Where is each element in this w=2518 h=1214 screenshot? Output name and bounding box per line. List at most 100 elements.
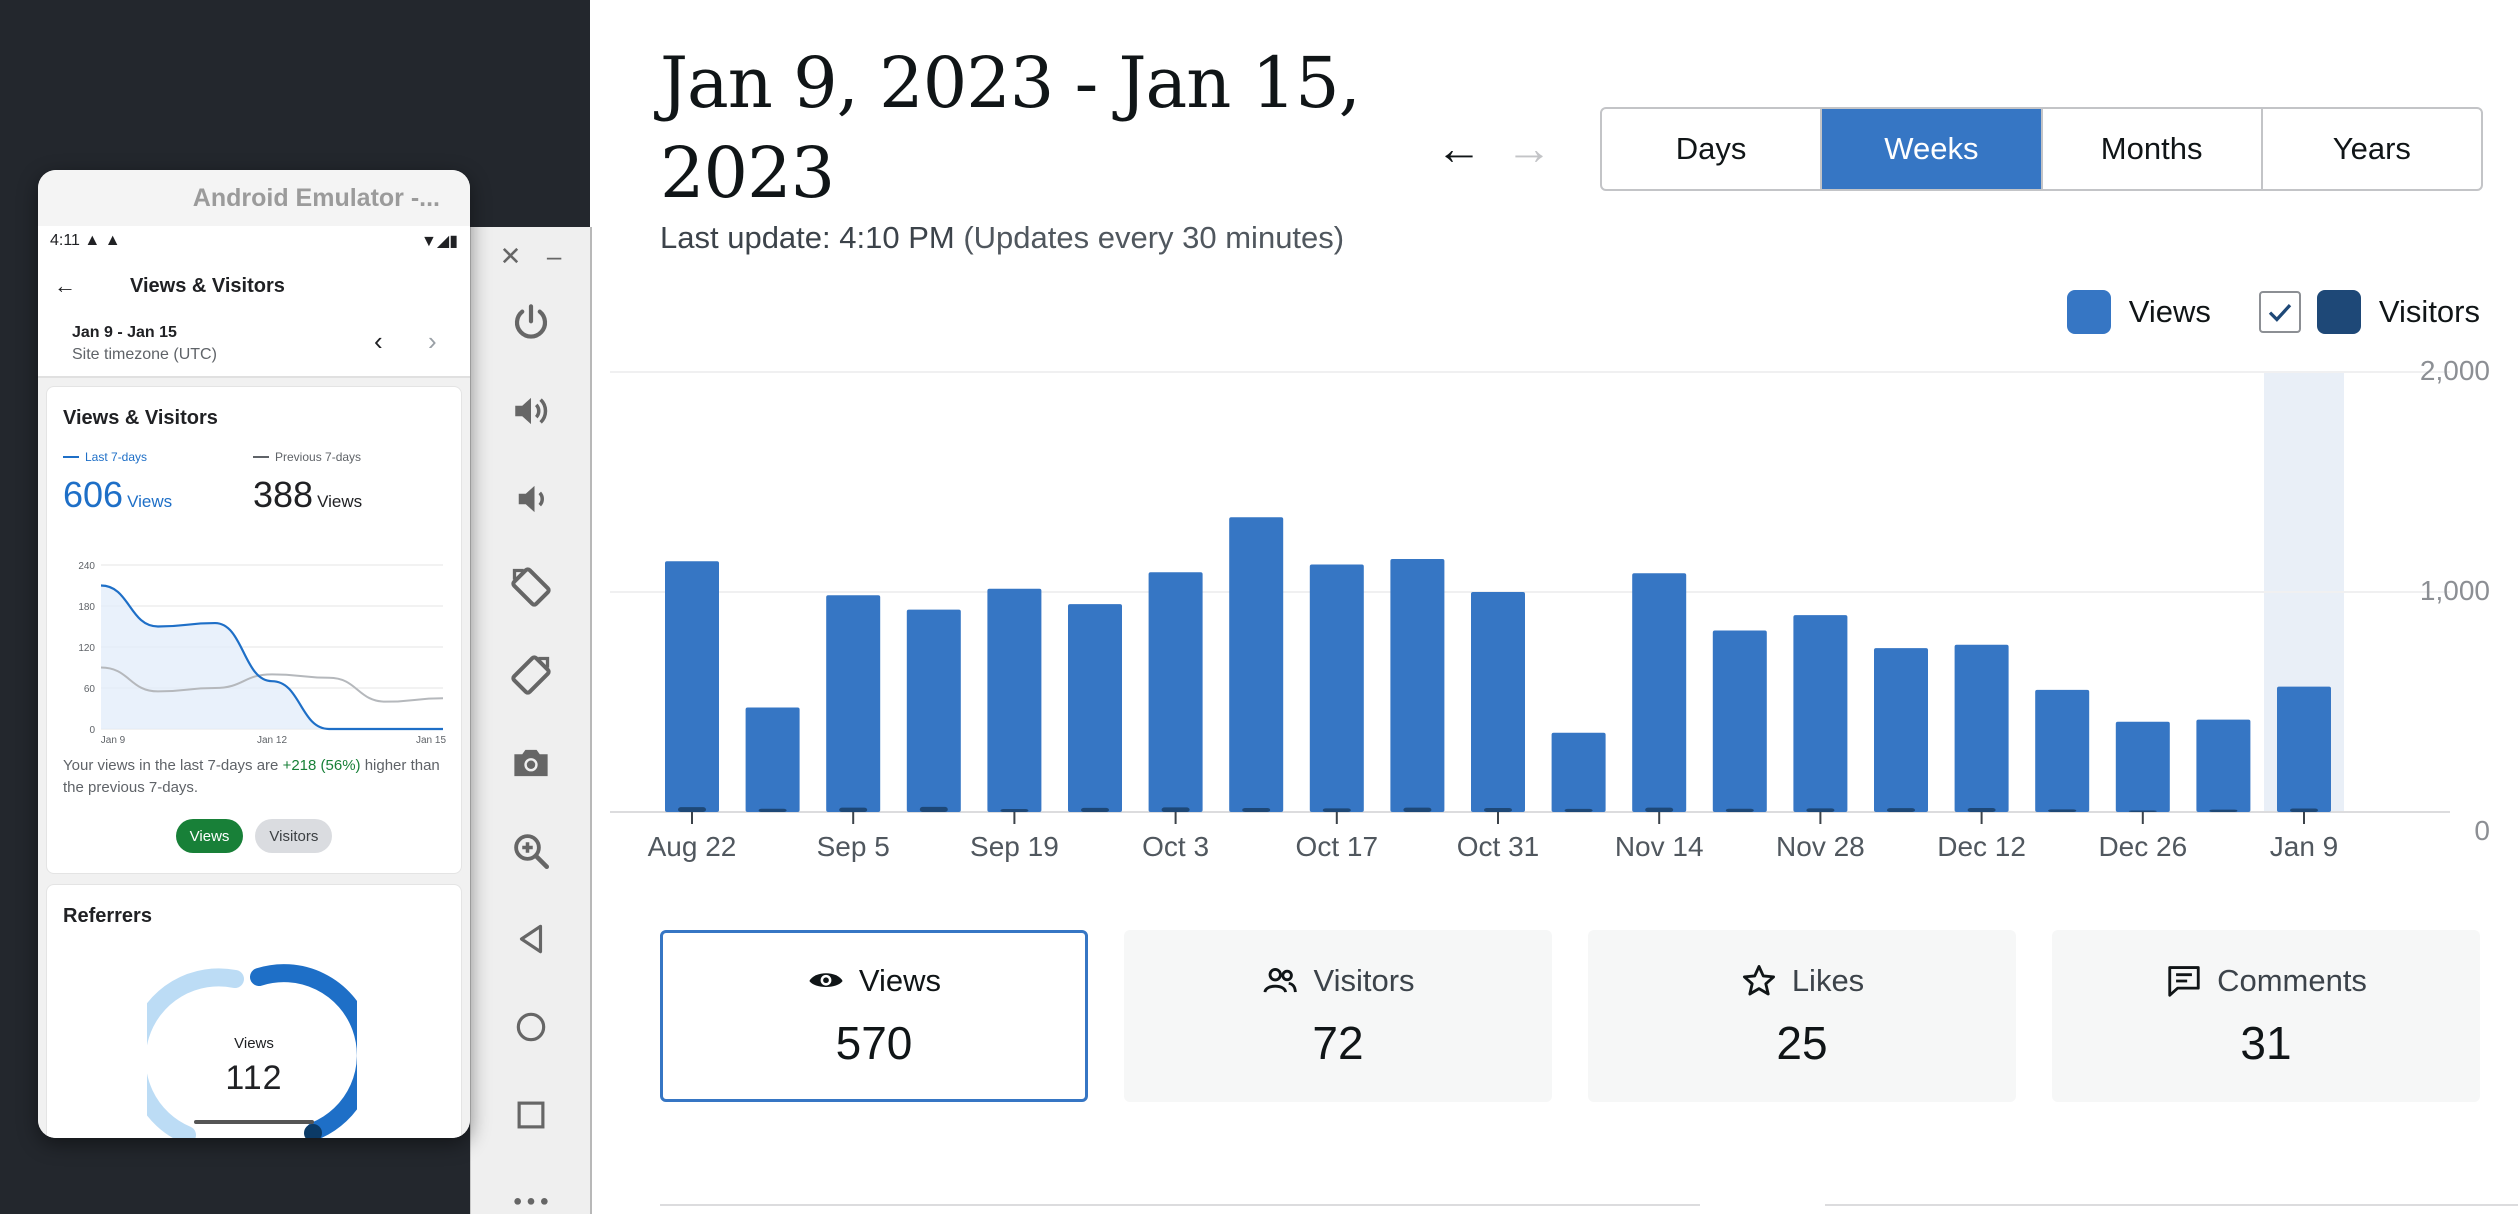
camera-icon[interactable] xyxy=(505,737,557,789)
views-visitors-card: Views & Visitors Last 7-days Previous 7-… xyxy=(46,386,462,874)
visitors-bar[interactable] xyxy=(1484,808,1512,812)
views-bar[interactable] xyxy=(745,707,800,813)
views-bar[interactable] xyxy=(1068,604,1122,812)
visitors-bar[interactable] xyxy=(1242,808,1271,812)
x-tick-label: Jan 9 xyxy=(2270,831,2339,862)
comments-card[interactable]: Comments 31 xyxy=(2052,930,2480,1102)
visitors-card-label-row: Visitors xyxy=(1261,962,1415,1000)
mini-x-tick: Jan 9 xyxy=(101,735,126,746)
views-bar[interactable] xyxy=(1148,572,1203,812)
tab-days[interactable]: Days xyxy=(1602,109,1823,189)
visitors-bar[interactable] xyxy=(1000,808,1029,812)
chevron-left-icon[interactable]: ‹ xyxy=(374,326,383,356)
minimize-icon[interactable]: – xyxy=(546,241,562,271)
views-bar[interactable] xyxy=(2115,721,2170,812)
visitors-bar[interactable] xyxy=(2128,810,2157,812)
views-comparison: 606 Views 388 Views xyxy=(63,474,461,516)
visitors-bar[interactable] xyxy=(839,807,868,812)
date-range-header: Jan 9 - Jan 15 Site timezone (UTC) ‹ › xyxy=(38,316,470,378)
visitors-pill[interactable]: Visitors xyxy=(255,819,333,853)
volume-up-icon[interactable] xyxy=(505,385,557,437)
views-bar[interactable] xyxy=(826,595,881,812)
x-tick-label: Oct 31 xyxy=(1457,831,1539,862)
comment-icon xyxy=(2168,966,2200,997)
views-bar[interactable] xyxy=(2277,686,2331,812)
views-bar[interactable] xyxy=(1632,573,1687,812)
next-period-icon[interactable]: → xyxy=(1506,122,1552,174)
visitors-bar[interactable] xyxy=(1161,807,1190,812)
tab-weeks[interactable]: Weeks xyxy=(1822,109,2043,189)
visitors-bar[interactable] xyxy=(1887,808,1915,812)
visitors-bar[interactable] xyxy=(2209,809,2238,812)
back-arrow-icon[interactable]: ← xyxy=(54,273,76,298)
chevron-right-icon[interactable]: › xyxy=(428,326,437,356)
visitors-bar[interactable] xyxy=(1645,807,1674,812)
rotate-right-icon[interactable] xyxy=(505,649,557,701)
visitors-bar[interactable] xyxy=(678,807,706,812)
rotate-left-icon[interactable] xyxy=(505,561,557,613)
visitors-checkbox[interactable] xyxy=(2258,291,2301,333)
views-bar[interactable] xyxy=(1309,564,1364,813)
views-bar[interactable] xyxy=(1229,517,1284,812)
previous-views-value: 388 xyxy=(253,474,314,515)
signal-battery-icon: ▼◢▮ xyxy=(421,233,458,250)
referrers-gauge xyxy=(147,964,357,1138)
views-bar[interactable] xyxy=(665,561,719,812)
more-icon[interactable] xyxy=(505,1172,557,1214)
back-triangle-icon[interactable] xyxy=(505,913,557,965)
views-bar[interactable] xyxy=(1874,648,1928,812)
emulator-toolbar: ✕ – xyxy=(470,227,592,1214)
comparison-description: Your views in the last 7-days are +218 (… xyxy=(63,755,443,799)
previous-period-icon[interactable]: ← xyxy=(1436,122,1482,174)
zoom-icon[interactable] xyxy=(505,825,557,877)
visitors-bar[interactable] xyxy=(2048,809,2077,812)
tab-months[interactable]: Months xyxy=(2043,109,2263,189)
visitors-bar[interactable] xyxy=(758,808,787,812)
x-tick-label: Nov 14 xyxy=(1615,831,1704,862)
visitors-card[interactable]: Visitors 72 xyxy=(1124,930,1552,1102)
volume-down-icon[interactable] xyxy=(505,473,557,525)
close-icon[interactable]: ✕ xyxy=(499,241,522,271)
views-pill[interactable]: Views xyxy=(175,819,244,853)
visitors-bar[interactable] xyxy=(919,806,948,812)
visitors-bar[interactable] xyxy=(2290,808,2318,812)
visitors-bar[interactable] xyxy=(1806,808,1835,812)
views-visitors-bar-chart: 0 1,000 2,000 Aug 22 Sep 5 Sep 19 Oct 3 Oct 17 O… xyxy=(610,360,2490,862)
views-card[interactable]: Views 570 xyxy=(660,930,1088,1102)
mini-legend: Last 7-days Previous 7-days xyxy=(63,450,461,464)
visitors-bar[interactable] xyxy=(1725,808,1754,812)
views-bar[interactable] xyxy=(906,609,961,812)
date-range-title: Jan 9, 2023 - Jan 15, 2023 xyxy=(660,42,1361,214)
power-icon[interactable] xyxy=(505,297,557,349)
last-views: 606 Views xyxy=(63,474,253,516)
views-bar[interactable] xyxy=(1712,630,1767,813)
comments-card-value: 31 xyxy=(2240,1017,2292,1069)
views-bar[interactable] xyxy=(987,588,1042,812)
views-bar[interactable] xyxy=(1551,732,1606,812)
views-bar[interactable] xyxy=(2035,689,2090,812)
views-bar[interactable] xyxy=(1954,644,2009,812)
legend-last-label: Last 7-days xyxy=(85,450,148,464)
star-icon xyxy=(1742,965,1775,996)
visitors-bar[interactable] xyxy=(1322,808,1351,812)
gesture-bar[interactable] xyxy=(194,1120,314,1124)
mini-y-tick: 0 xyxy=(89,725,95,736)
legend-views-label: Views xyxy=(2128,294,2211,329)
emulator-title-bar[interactable]: Android Emulator -... xyxy=(38,170,470,226)
likes-card[interactable]: Likes 25 xyxy=(1588,930,2016,1102)
views-bar[interactable] xyxy=(2196,719,2251,812)
y-tick-label: 0 xyxy=(2474,815,2490,846)
legend-last: Last 7-days xyxy=(63,450,253,464)
visitors-bar[interactable] xyxy=(1403,807,1432,812)
visitors-bar[interactable] xyxy=(1564,808,1593,812)
views-bar[interactable] xyxy=(1471,592,1525,812)
overview-square-icon[interactable] xyxy=(505,1089,557,1141)
home-circle-icon[interactable] xyxy=(505,1001,557,1053)
views-bar[interactable] xyxy=(1390,559,1445,812)
mini-y-tick: 180 xyxy=(78,602,95,613)
views-bar[interactable] xyxy=(1793,615,1848,812)
visitors-bar[interactable] xyxy=(1967,808,1996,812)
tab-years[interactable]: Years xyxy=(2332,131,2411,166)
app-bar: ← Views & Visitors xyxy=(38,256,470,316)
visitors-bar[interactable] xyxy=(1081,807,1109,812)
